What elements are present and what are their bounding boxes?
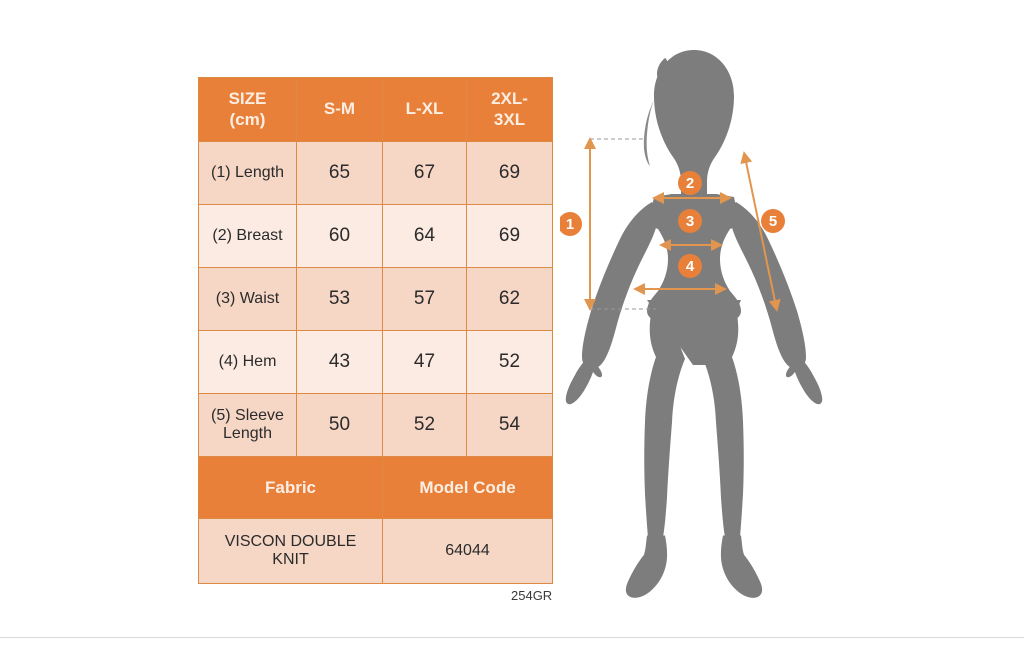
svg-text:3: 3 [686, 213, 694, 230]
svg-text:5: 5 [769, 213, 777, 230]
svg-text:1: 1 [566, 216, 574, 233]
svg-text:2: 2 [686, 175, 694, 192]
svg-text:4: 4 [686, 258, 695, 275]
